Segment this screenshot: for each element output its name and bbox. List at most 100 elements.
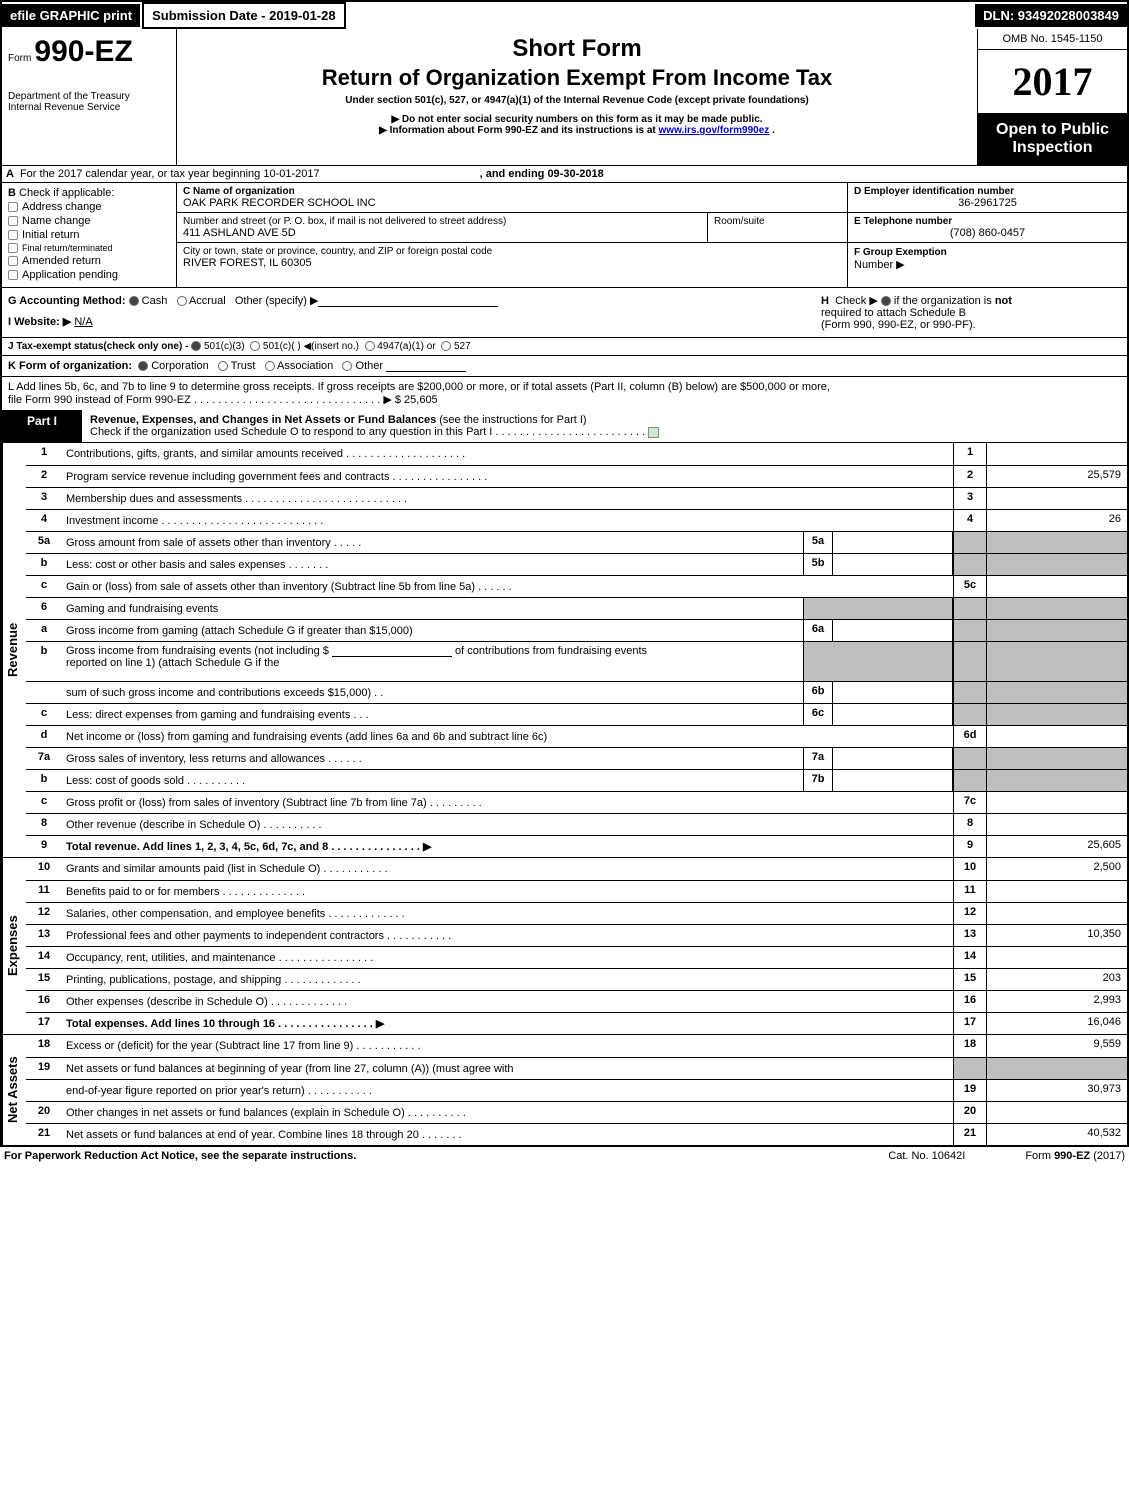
k-other-blank[interactable] xyxy=(386,360,466,372)
h-not: not xyxy=(995,295,1012,307)
line-num: 4 xyxy=(26,510,62,531)
return-title: Return of Organization Exempt From Incom… xyxy=(181,65,973,91)
line-ref: 3 xyxy=(953,488,987,509)
6b-desc2: of contributions from fundraising events xyxy=(455,645,647,657)
sub-grey xyxy=(803,642,833,681)
line-num: 2 xyxy=(26,466,62,487)
form-header: Form 990-EZ Department of the Treasury I… xyxy=(2,29,1127,166)
website-value: N/A xyxy=(74,316,92,328)
line-19-part2: end-of-year figure reported on prior yea… xyxy=(26,1079,1127,1101)
h-checkbox-icon[interactable] xyxy=(881,296,891,306)
line-num: 13 xyxy=(26,925,62,946)
line-ref: 1 xyxy=(953,443,987,465)
other-specify-blank[interactable] xyxy=(318,295,498,307)
line-7c: c Gross profit or (loss) from sales of i… xyxy=(26,791,1127,813)
line-num: 5a xyxy=(26,532,62,553)
line-14: 14 Occupancy, rent, utilities, and maint… xyxy=(26,946,1127,968)
line-amount-grey xyxy=(987,532,1127,553)
line-num: 7a xyxy=(26,748,62,769)
city-box: City or town, state or province, country… xyxy=(177,243,847,272)
radio-501c-icon[interactable] xyxy=(250,341,260,351)
k-label: K Form of organization: xyxy=(8,360,132,372)
6b-blank[interactable] xyxy=(332,645,452,657)
city-value: RIVER FOREST, IL 60305 xyxy=(183,257,841,269)
line-desc: Investment income . . . . . . . . . . . … xyxy=(62,510,953,531)
line-amount: 25,579 xyxy=(987,466,1127,487)
section-l-row: L Add lines 5b, 6c, and 7b to line 9 to … xyxy=(2,377,1127,410)
line-desc: Gross income from gaming (attach Schedul… xyxy=(62,620,803,641)
line-5c: c Gain or (loss) from sale of assets oth… xyxy=(26,575,1127,597)
part1-header: Part I Revenue, Expenses, and Changes in… xyxy=(2,410,1127,442)
line-num: a xyxy=(26,620,62,641)
line-ref-grey xyxy=(953,620,987,641)
checkbox-icon xyxy=(8,230,18,240)
radio-other-icon[interactable] xyxy=(342,361,352,371)
radio-4947-icon[interactable] xyxy=(365,341,375,351)
line-desc: Net income or (loss) from gaming and fun… xyxy=(62,726,953,747)
top-bar: efile GRAPHIC print Submission Date - 20… xyxy=(2,2,1127,29)
title-cell: Short Form Return of Organization Exempt… xyxy=(177,29,977,165)
open-public-badge: Open to Public Inspection xyxy=(978,113,1127,165)
radio-assoc-icon[interactable] xyxy=(265,361,275,371)
check-initial-return[interactable]: Initial return xyxy=(8,229,170,241)
line-17-text: Total expenses. Add lines 10 through 16 … xyxy=(66,1017,384,1030)
radio-accrual-icon[interactable] xyxy=(177,296,187,306)
radio-501c3-icon[interactable] xyxy=(191,341,201,351)
schedule-o-checkbox-icon[interactable] xyxy=(648,427,659,438)
section-a-row: A For the 2017 calendar year, or tax yea… xyxy=(2,166,1127,183)
line-21: 21 Net assets or fund balances at end of… xyxy=(26,1123,1127,1145)
check-name-change[interactable]: Name change xyxy=(8,215,170,227)
radio-corp-icon[interactable] xyxy=(138,361,148,371)
revenue-section: Revenue 1 Contributions, gifts, grants, … xyxy=(2,442,1127,857)
radio-trust-icon[interactable] xyxy=(218,361,228,371)
line-17: 17 Total expenses. Add lines 10 through … xyxy=(26,1012,1127,1034)
ssn-warning: ▶ Do not enter social security numbers o… xyxy=(181,114,973,125)
phone-box: E Telephone number (708) 860-0457 xyxy=(848,213,1127,243)
check-application-pending[interactable]: Application pending xyxy=(8,269,170,281)
info-prefix: ▶ Information about Form 990-EZ and its … xyxy=(379,125,658,136)
line-7b: b Less: cost of goods sold . . . . . . .… xyxy=(26,769,1127,791)
check-final-return[interactable]: Final return/terminated xyxy=(8,243,170,253)
radio-527-icon[interactable] xyxy=(441,341,451,351)
line-19-part1: 19 Net assets or fund balances at beginn… xyxy=(26,1057,1127,1079)
line-num: d xyxy=(26,726,62,747)
line-9-text: Total revenue. Add lines 1, 2, 3, 4, 5c,… xyxy=(66,840,431,853)
line-16: 16 Other expenses (describe in Schedule … xyxy=(26,990,1127,1012)
form-container: efile GRAPHIC print Submission Date - 20… xyxy=(0,0,1129,1147)
line-num: 11 xyxy=(26,881,62,902)
sub-ref: 5b xyxy=(803,554,833,575)
line-amount-grey xyxy=(987,748,1127,769)
irs-label: Internal Revenue Service xyxy=(8,102,170,113)
line-num: c xyxy=(26,576,62,597)
line-ref: 2 xyxy=(953,466,987,487)
h-text4: (Form 990, 990-EZ, or 990-PF). xyxy=(821,319,976,331)
line-num: b xyxy=(26,554,62,575)
h-label: H xyxy=(821,295,829,307)
part1-title: Revenue, Expenses, and Changes in Net As… xyxy=(82,410,1127,442)
street-box: Number and street (or P. O. box, if mail… xyxy=(177,213,707,243)
under-section-text: Under section 501(c), 527, or 4947(a)(1)… xyxy=(181,95,973,106)
line-ref: 17 xyxy=(953,1013,987,1034)
line-15: 15 Printing, publications, postage, and … xyxy=(26,968,1127,990)
check-address-change[interactable]: Address change xyxy=(8,201,170,213)
line-amount: 203 xyxy=(987,969,1127,990)
radio-cash-icon[interactable] xyxy=(129,296,139,306)
line-desc: Gross amount from sale of assets other t… xyxy=(62,532,803,553)
line-6b-part2: sum of such gross income and contributio… xyxy=(26,681,1127,703)
open-public-line2: Inspection xyxy=(982,139,1123,157)
line-ref: 16 xyxy=(953,991,987,1012)
line-num: 8 xyxy=(26,814,62,835)
form-number-cell: Form 990-EZ Department of the Treasury I… xyxy=(2,29,177,165)
line-desc: Gross income from fundraising events (no… xyxy=(62,642,803,681)
check-amended-return[interactable]: Amended return xyxy=(8,255,170,267)
efile-print-button[interactable]: efile GRAPHIC print xyxy=(2,4,140,27)
section-j-row: J Tax-exempt status(check only one) - 50… xyxy=(2,338,1127,356)
line-desc: Benefits paid to or for members . . . . … xyxy=(62,881,953,902)
line-amount xyxy=(987,726,1127,747)
line-num: b xyxy=(26,642,62,681)
line-desc: Less: direct expenses from gaming and fu… xyxy=(62,704,803,725)
line-ref: 14 xyxy=(953,947,987,968)
section-k-row: K Form of organization: Corporation Trus… xyxy=(2,356,1127,377)
info-link[interactable]: www.irs.gov/form990ez xyxy=(659,125,770,136)
g-label: G Accounting Method: xyxy=(8,295,126,307)
